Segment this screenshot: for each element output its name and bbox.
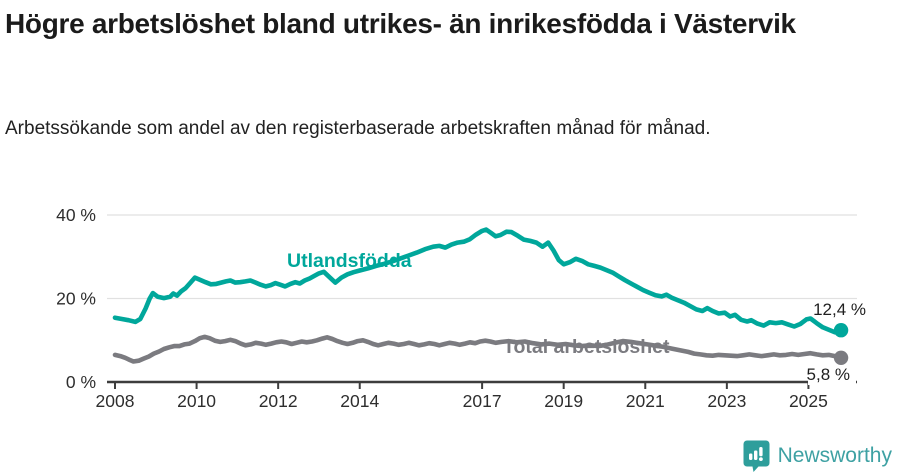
x-tick-label: 2017 — [463, 391, 502, 411]
x-tick-label: 2014 — [340, 391, 379, 411]
chart-subtitle: Arbetssökande som andel av den registerb… — [5, 118, 711, 139]
x-tick-label: 2008 — [96, 391, 135, 411]
exclamation-dot — [758, 457, 763, 461]
newsworthy-pin-barchart-icon — [743, 440, 770, 472]
series-end-dot-utlandsfodda — [833, 323, 849, 338]
series-line-total — [112, 334, 844, 364]
x-tick-label: 2023 — [707, 391, 746, 411]
x-tick-label: 2012 — [259, 391, 298, 411]
bar-medium — [753, 450, 758, 460]
series-label-total: Total arbetslöshet — [503, 336, 670, 358]
unemployment-line-chart: 2008 2010 2012 2014 2017 2019 2021 2023 2025 0 % 2… — [56, 205, 866, 411]
x-tick-label: 2019 — [544, 391, 583, 411]
y-tick-label: 0 % — [66, 372, 96, 392]
brand-name: Newsworthy — [777, 444, 892, 467]
series-line-utlandsfodda — [112, 227, 844, 335]
x-tick-label: 2010 — [177, 391, 216, 411]
end-value-label-utlandsfodda: 12,4 % — [813, 300, 866, 319]
x-tick-label: 2025 — [789, 391, 828, 411]
bar-small — [748, 453, 753, 460]
y-tick-label: 20 % — [56, 289, 96, 309]
page-title: Högre arbetslöshet bland utrikes- än inr… — [5, 8, 796, 39]
series-end-dot-total — [833, 350, 849, 365]
series-label-utlandsfodda: Utlandsfödda — [287, 250, 412, 272]
y-tick-label: 40 % — [56, 205, 96, 225]
brand-footer: Newsworthy — [743, 440, 892, 472]
exclamation-stem — [758, 447, 763, 457]
end-label-mask — [808, 365, 856, 385]
x-tick-label: 2021 — [626, 391, 665, 411]
end-value-label-total: 5,8 % — [807, 365, 850, 384]
